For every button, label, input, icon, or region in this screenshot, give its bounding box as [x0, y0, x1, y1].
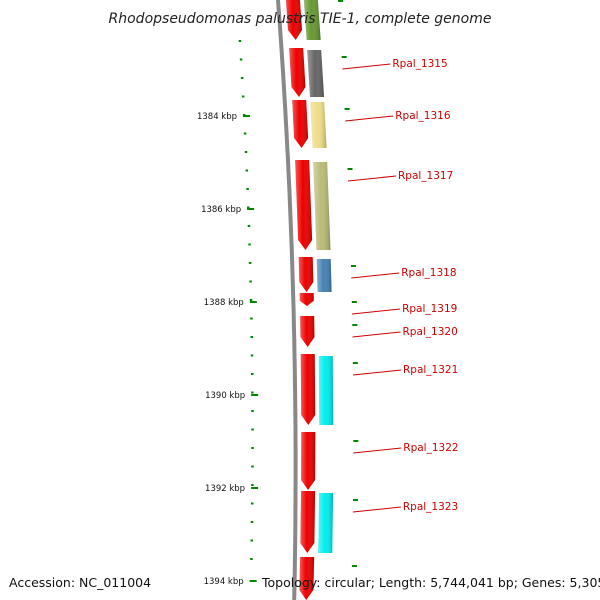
scale-tick: [249, 301, 257, 303]
scale-dot: [246, 188, 249, 190]
label-leader-line: [353, 447, 402, 454]
label-leader-line: [351, 272, 400, 279]
scale-tick-label: 1394 kbp: [204, 577, 244, 587]
scale-dot: [249, 280, 252, 283]
gene-label[interactable]: Rpal_1319: [402, 303, 457, 315]
accession-text: Accession: NC_011004: [9, 575, 152, 590]
scale-dot: [241, 95, 245, 98]
scale-dot: [248, 243, 251, 246]
label-leader-line: [345, 115, 394, 122]
scale-dot: [250, 317, 253, 320]
scale-tick-label: 1386 kbp: [201, 205, 241, 215]
scale-dot: [247, 206, 250, 209]
gene-marker: [353, 499, 359, 501]
scale-tick-label: 1392 kbp: [205, 484, 245, 494]
topology-text: Topology: circular; Length: 5,744,041 bp…: [262, 575, 600, 590]
gene-block[interactable]: [307, 50, 325, 97]
scale-dot: [250, 539, 253, 542]
gene-labels: Rpal_1315 Rpal_1316 Rpal_1317 Rpal_1318 Rpal…: [342, 58, 459, 513]
scale-dot: [238, 40, 242, 42]
gene-marker: [350, 265, 356, 267]
scale-dot: [249, 299, 253, 301]
scale-dot: [240, 77, 244, 79]
scale-dot: [247, 225, 251, 227]
gene-cds[interactable]: [289, 48, 306, 97]
gene-label[interactable]: Rpal_1317: [398, 170, 453, 182]
gene-label[interactable]: Rpal_1315: [392, 58, 447, 70]
scale-dot: [251, 465, 254, 468]
gene-block[interactable]: [313, 162, 331, 250]
gene-cds[interactable]: [292, 100, 309, 148]
gene-marker: [352, 324, 358, 326]
scale-dot: [245, 169, 249, 172]
gene-label[interactable]: Rpal_1322: [403, 442, 458, 454]
gene-label[interactable]: Rpal_1320: [402, 326, 457, 338]
scale-dot: [239, 58, 243, 61]
label-leader-line: [352, 369, 402, 376]
scale-dot: [251, 410, 254, 412]
scale-dot: [250, 502, 254, 505]
gene-label[interactable]: Rpal_1316: [395, 110, 451, 122]
gene-marker: [347, 168, 353, 170]
gene-marker: [351, 301, 357, 303]
gene-block[interactable]: [318, 356, 334, 425]
gene-cds[interactable]: [300, 316, 315, 347]
scale-dot: [251, 484, 254, 486]
gene-label[interactable]: Rpal_1318: [401, 267, 456, 279]
scale-dot: [243, 132, 247, 135]
gene-block[interactable]: [316, 259, 332, 292]
scale-dot: [251, 447, 254, 449]
gene-marker: [352, 362, 358, 364]
gene-marker: [352, 565, 358, 567]
scale-dot: [248, 262, 252, 264]
scale-ticks: 1384 kbp 1386 kbp 1388 kbp 1390 kbp 1392 kbp…: [197, 112, 259, 587]
label-leader-line: [347, 175, 397, 182]
gene-cds[interactable]: [300, 354, 316, 425]
gene-block[interactable]: [318, 493, 334, 553]
scale-dot: [250, 354, 254, 357]
scale-dot: [251, 428, 254, 431]
gene-marker: [353, 440, 359, 442]
gene-marker: [341, 56, 347, 58]
scale-dot: [250, 521, 254, 523]
gene-cds[interactable]: [299, 557, 315, 600]
genes-layer: [285, 0, 359, 600]
label-leader-line: [342, 63, 391, 70]
gene-block[interactable]: [303, 0, 321, 40]
scale-tick-label: 1390 kbp: [205, 391, 245, 401]
scale-tick-label: 1384 kbp: [197, 112, 237, 122]
map-title: Rhodopseudomonas palustris TIE-1, comple…: [109, 11, 492, 27]
scale-tick: [247, 208, 255, 210]
gene-cds[interactable]: [299, 293, 314, 306]
scale-dot: [250, 373, 254, 375]
scale-dot: [250, 558, 253, 560]
gene-block[interactable]: [310, 102, 327, 148]
gene-cds[interactable]: [298, 257, 314, 292]
gene-marker: [338, 0, 343, 2]
scale-dot: [250, 336, 253, 338]
label-leader-line: [352, 308, 401, 315]
gene-marker: [344, 108, 350, 110]
gene-cds[interactable]: [300, 491, 316, 553]
scale-dots: [238, 40, 254, 560]
gene-cds[interactable]: [295, 160, 313, 250]
genome-backbone: [276, 0, 298, 600]
gene-cds[interactable]: [285, 0, 302, 40]
label-leader-line: [352, 331, 401, 338]
label-leader-line: [352, 506, 401, 513]
gene-cds[interactable]: [301, 432, 316, 490]
scale-dot: [251, 391, 254, 394]
scale-tick: [251, 394, 259, 396]
scale-tick: [251, 487, 259, 489]
scale-tick: [249, 580, 257, 582]
gene-label[interactable]: Rpal_1321: [403, 364, 458, 376]
scale-dot: [244, 151, 248, 153]
scale-tick-label: 1388 kbp: [204, 298, 244, 308]
gene-label[interactable]: Rpal_1323: [403, 501, 458, 513]
scale-tick: [243, 115, 251, 117]
